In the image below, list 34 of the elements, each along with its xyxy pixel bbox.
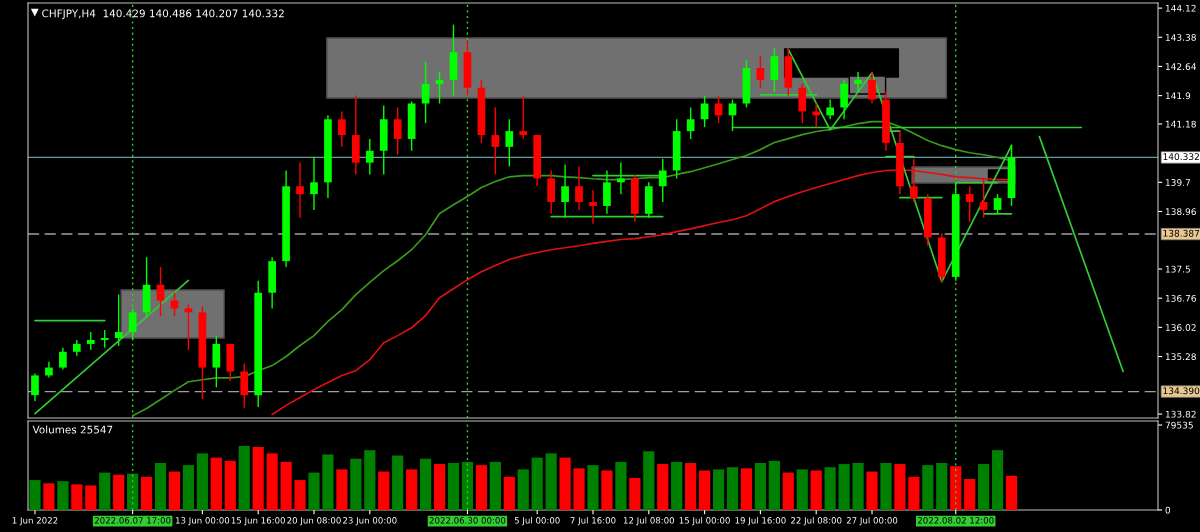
y-tick-label: 143.38 bbox=[1165, 34, 1196, 41]
y-tick-label: 79535 bbox=[1165, 421, 1193, 429]
y-tick-label: 144.12 bbox=[1165, 4, 1196, 12]
x-tick-label: 15 Jul 00:00 bbox=[679, 516, 730, 526]
x-tick-label: 19 Jul 16:00 bbox=[735, 516, 786, 526]
chart-title: Volumes 25547 bbox=[32, 425, 113, 434]
ref-line-label: 140.332 bbox=[1163, 153, 1199, 161]
y-tick-label: 0 bbox=[1165, 506, 1171, 514]
y-tick-label: 137.5 bbox=[1165, 265, 1190, 273]
x-tick-label: 22 Jul 08:00 bbox=[791, 516, 842, 526]
y-tick-label: 139.7 bbox=[1165, 179, 1191, 186]
y-tick-label: 141.9 bbox=[1165, 92, 1191, 100]
x-tick-label: 7 Jul 16:00 bbox=[570, 516, 616, 526]
ref-line-label: 138.387 bbox=[1163, 229, 1200, 237]
x-tick-label: 5 Jul 00:00 bbox=[514, 516, 560, 526]
x-tick-label: 2022.08.02 12:00 bbox=[917, 517, 994, 524]
y-tick-label: 136.76 bbox=[1165, 294, 1196, 302]
y-tick-label: 141.18 bbox=[1165, 120, 1196, 128]
x-tick-label: 20 Jun 08:00 bbox=[287, 517, 341, 526]
x-tick-label: 23 Jun 00:00 bbox=[343, 517, 397, 526]
x-tick-label: 2022.06.07 17:00 bbox=[94, 517, 171, 524]
x-tick-label: 15 Jun 16:00 bbox=[231, 517, 285, 526]
ref-line-label: 134.390 bbox=[1163, 387, 1200, 395]
x-tick-label: 1 Jun 2022 bbox=[12, 517, 58, 526]
y-tick-label: 133.82 bbox=[1165, 410, 1196, 418]
x-tick-label: 12 Jul 08:00 bbox=[623, 516, 675, 526]
x-tick-label: 2022.06.30 00:00 bbox=[429, 517, 506, 524]
y-tick-label: 138.96 bbox=[1165, 208, 1196, 216]
y-tick-label: 142.64 bbox=[1165, 63, 1197, 71]
x-tick-label: 27 Jul 00:00 bbox=[846, 516, 898, 526]
text: CHFJPY,H4 140.429 140.486 140.207 140.332 bbox=[42, 9, 284, 20]
y-tick-label: 135.28 bbox=[1165, 353, 1196, 361]
y-tick-label: 136.02 bbox=[1165, 324, 1196, 331]
x-tick-label: 13 Jun 00:00 bbox=[175, 517, 230, 526]
